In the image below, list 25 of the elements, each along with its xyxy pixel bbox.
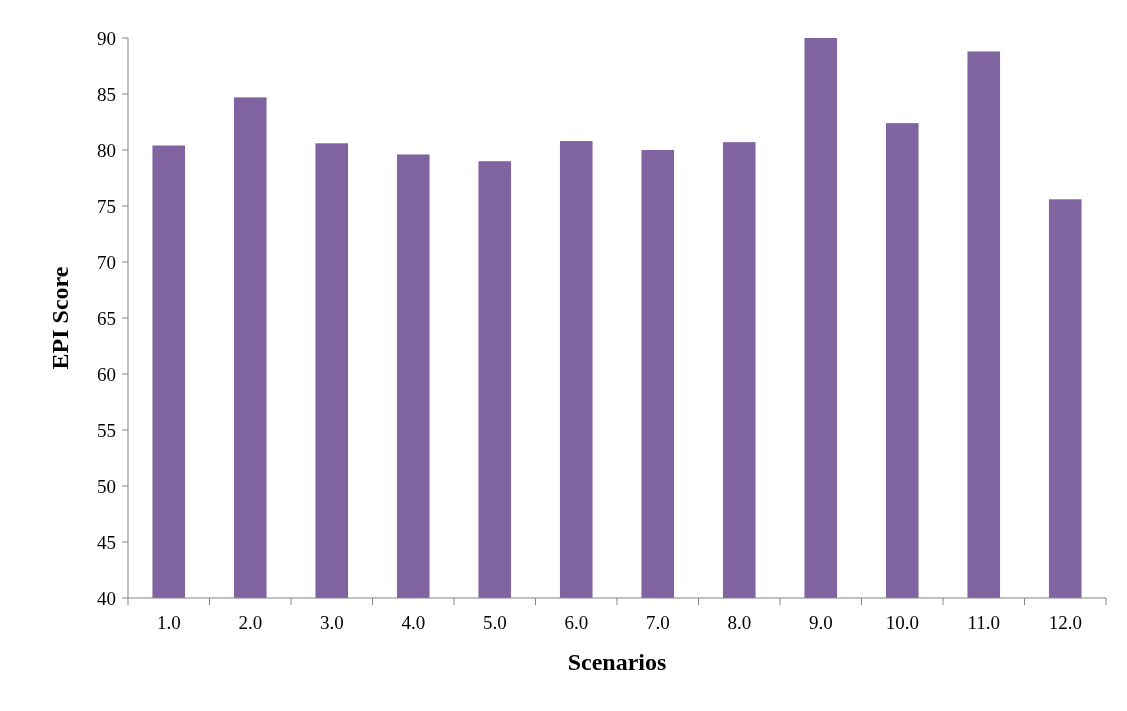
y-tick-label: 40 xyxy=(97,587,116,609)
x-tick-label: 1.0 xyxy=(156,612,181,633)
x-tick-label: 2.0 xyxy=(238,612,263,633)
x-tick-label: 4.0 xyxy=(401,612,426,633)
y-tick-label: 90 xyxy=(97,27,116,49)
y-tick-label: 55 xyxy=(97,419,116,441)
y-tick-label: 65 xyxy=(97,307,116,329)
y-tick-label: 75 xyxy=(97,195,116,217)
x-tick-label: 7.0 xyxy=(645,612,670,633)
y-axis-title: EPI Score xyxy=(47,266,73,370)
y-tick-label: 80 xyxy=(97,139,116,161)
y-tick-label: 85 xyxy=(97,83,116,105)
x-tick-label: 10.0 xyxy=(885,612,919,633)
x-tick-label: 12.0 xyxy=(1048,612,1082,633)
y-tick-label: 70 xyxy=(97,251,116,273)
x-tick-label: 5.0 xyxy=(482,612,507,633)
x-axis-title: Scenarios xyxy=(567,649,667,675)
x-tick-label: 8.0 xyxy=(727,612,752,633)
x-tick-label: 6.0 xyxy=(564,612,589,633)
x-tick-label: 11.0 xyxy=(967,612,1001,633)
x-tick-label: 9.0 xyxy=(808,612,833,633)
y-tick-label: 60 xyxy=(97,363,116,385)
y-tick-label: 45 xyxy=(97,531,116,553)
x-tick-label: 3.0 xyxy=(319,612,344,633)
y-tick-label: 50 xyxy=(97,475,116,497)
